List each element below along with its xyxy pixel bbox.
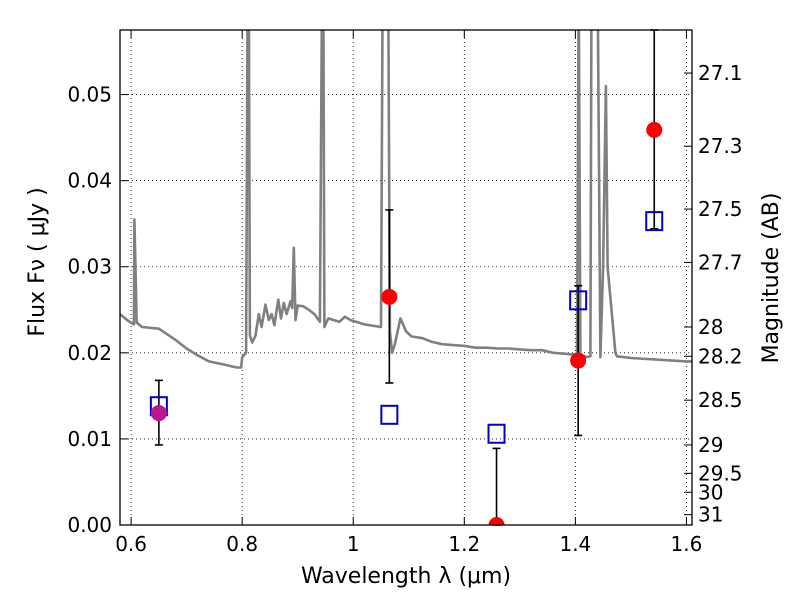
errorbar-layer	[154, 29, 659, 526]
y-right-tick-label: 27.1	[698, 61, 743, 85]
plot-frame	[119, 29, 693, 526]
x-tick-label: 1	[347, 532, 360, 556]
observed-point	[381, 288, 398, 305]
y-tick-label: 0.00	[67, 513, 112, 537]
observed-point	[488, 517, 505, 525]
y-axis-label: Flux Fν ( μJy )	[25, 187, 50, 336]
x-tick-label: 0.8	[226, 532, 258, 556]
y-tick-label: 0.03	[67, 255, 112, 279]
y-right-tick-label: 27.3	[698, 134, 743, 158]
y-right-tick-label: 31	[698, 503, 723, 527]
observed-point	[570, 352, 587, 369]
observed-points-layer	[150, 121, 663, 525]
overlap-point	[150, 405, 167, 422]
model-photometry-square	[645, 211, 664, 232]
x-tick-label: 0.6	[115, 532, 147, 556]
y-tick-label: 0.04	[67, 169, 112, 193]
tick-labels: 0.6 0.8 1 1.2 1.4 1.6 0.00 0.01 0.02 0.03 0.04 0.05…	[67, 61, 742, 556]
model-sed-layer	[120, 30, 692, 369]
x-tick-label: 1.4	[559, 532, 591, 556]
y-tick-label: 0.01	[67, 427, 112, 451]
y-axis-right-label: Magnitude (AB)	[759, 193, 784, 364]
model-photometry-square	[380, 404, 399, 425]
model-photometry-square	[487, 423, 506, 444]
model-photometry-square	[569, 290, 588, 311]
model-sed-line	[120, 30, 692, 369]
y-tick-label: 0.05	[67, 83, 112, 107]
ticks	[120, 30, 692, 526]
x-tick-label: 1.2	[448, 532, 480, 556]
y-right-tick-label: 27.5	[698, 197, 743, 221]
y-right-tick-label: 28.2	[698, 344, 743, 368]
y-right-tick-label: 28	[698, 315, 723, 339]
y-right-tick-label: 30	[698, 480, 723, 504]
y-right-tick-label: 27.7	[698, 250, 743, 274]
y-right-tick-label: 28.5	[698, 388, 743, 412]
x-axis-label: Wavelength λ (μm)	[301, 564, 511, 589]
observed-point	[646, 121, 663, 138]
y-right-tick-label: 29	[698, 433, 723, 457]
y-right-tick-label: 29.5	[698, 461, 743, 485]
y-tick-label: 0.02	[67, 341, 112, 365]
x-tick-label: 1.6	[671, 532, 703, 556]
model-photometry-layer	[149, 211, 664, 444]
